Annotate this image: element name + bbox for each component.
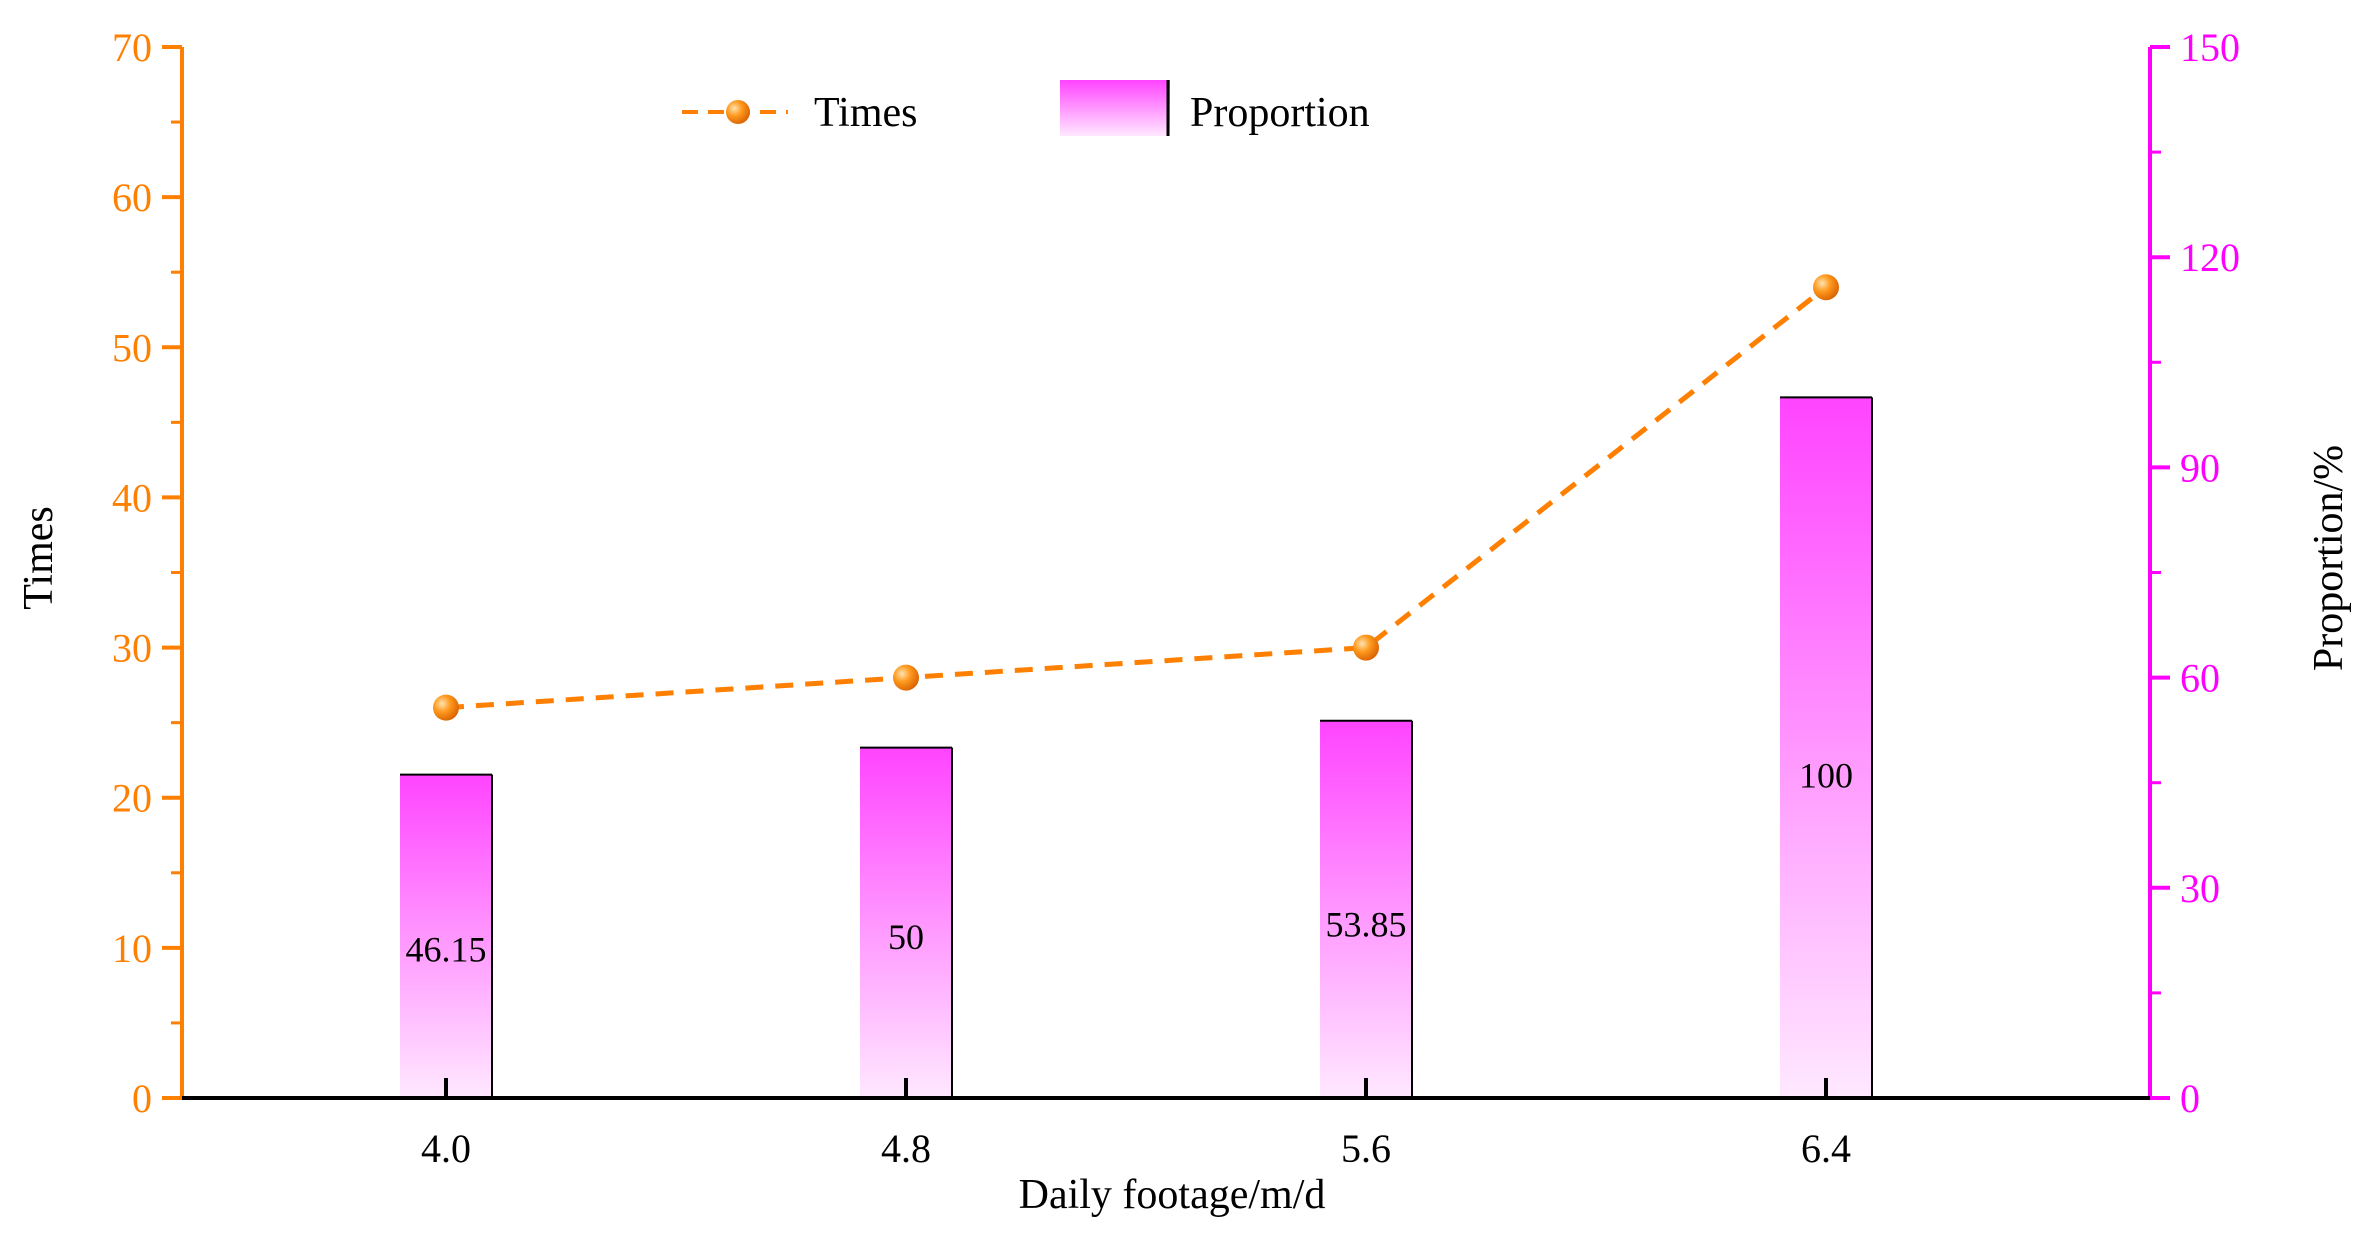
proportion-data-label: 50 [888, 917, 924, 957]
proportion-data-label: 100 [1799, 756, 1853, 796]
left-y-tick-label: 20 [112, 776, 152, 821]
axes: 0 10 20 30 40 50 60 70 0 30 60 90 120 150 4.0 4.8 5.6 6.4 [112, 25, 2240, 1171]
times-point [433, 694, 459, 721]
times-point [1813, 274, 1839, 301]
legend-proportion-label: Proportion [1190, 90, 1370, 136]
left-y-tick-label: 70 [112, 25, 152, 70]
legend-times-label: Times [814, 90, 918, 136]
times-line [445, 285, 1828, 711]
legend-proportion-swatch [1060, 80, 1170, 136]
times-line-series [433, 274, 1839, 721]
right-y-tick-label: 60 [2180, 656, 2220, 701]
left-y-tick-label: 30 [112, 626, 152, 671]
left-y-tick-label: 10 [112, 926, 152, 971]
proportion-bars [400, 396, 1873, 1098]
times-point [893, 664, 919, 691]
left-axis-title: Times [16, 506, 62, 610]
proportion-data-label: 53.85 [1326, 904, 1407, 944]
right-y-tick-label: 0 [2180, 1076, 2200, 1121]
left-y-tick-label: 50 [112, 325, 152, 370]
right-y-tick-label: 150 [2180, 25, 2240, 70]
right-y-tick-label: 90 [2180, 445, 2220, 490]
proportion-bar [1320, 720, 1412, 1098]
right-y-tick-label: 120 [2180, 235, 2240, 280]
x-tick-label: 4.0 [421, 1126, 471, 1171]
legend: Times Proportion [682, 80, 1370, 136]
right-y-tick-label: 30 [2180, 866, 2220, 911]
proportion-bar [860, 747, 952, 1098]
proportion-data-label: 46.15 [406, 929, 487, 969]
x-tick-label: 5.6 [1341, 1126, 1391, 1171]
proportion-bar [1780, 397, 1872, 1098]
right-axis-title: Proportion/% [2306, 445, 2352, 671]
proportion-bar [400, 774, 492, 1098]
x-axis-title: Daily footage/m/d [1019, 1172, 1326, 1218]
x-tick-label: 6.4 [1801, 1126, 1851, 1171]
left-y-tick-label: 40 [112, 475, 152, 520]
left-y-tick-label: 60 [112, 175, 152, 220]
left-y-tick-label: 0 [132, 1076, 152, 1121]
x-tick-label: 4.8 [881, 1126, 931, 1171]
times-point [1353, 634, 1379, 661]
legend-times-marker [726, 100, 750, 124]
proportion-data-labels: 46.15 50 53.85 100 [406, 756, 1854, 970]
